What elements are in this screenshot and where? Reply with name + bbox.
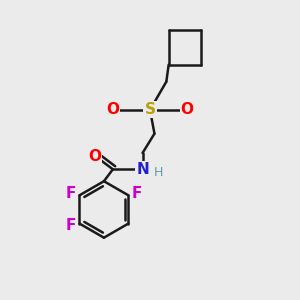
Text: S: S <box>145 102 155 117</box>
Text: F: F <box>65 186 76 201</box>
Text: F: F <box>132 186 142 201</box>
Text: O: O <box>88 149 101 164</box>
Text: O: O <box>106 102 119 117</box>
Text: N: N <box>136 162 149 177</box>
Text: H: H <box>154 166 164 179</box>
Text: F: F <box>65 218 76 232</box>
Text: O: O <box>181 102 194 117</box>
